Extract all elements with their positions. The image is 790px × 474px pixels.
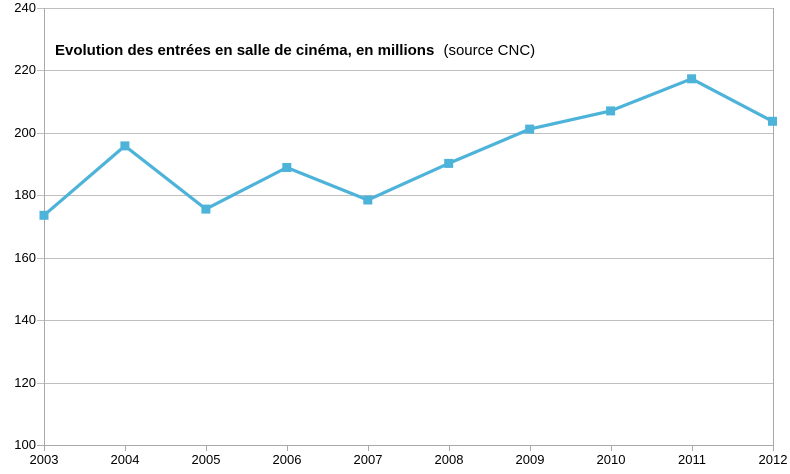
x-axis-tick-2004 — [125, 445, 126, 451]
gridline-y-120 — [37, 383, 773, 384]
x-axis-tick-2009 — [530, 445, 531, 451]
data-point-marker-2006 — [282, 163, 292, 172]
y-axis-label-120: 120 — [14, 375, 36, 390]
y-axis-label-160: 160 — [14, 250, 36, 265]
x-axis-label-2010: 2010 — [596, 452, 626, 467]
data-point-marker-2010 — [606, 106, 616, 116]
y-axis-label-100: 100 — [14, 437, 36, 452]
y-axis-label-180: 180 — [14, 187, 36, 202]
x-axis-label-2011: 2011 — [678, 452, 706, 467]
chart-title: Evolution des entrées en salle de cinéma… — [55, 42, 535, 59]
x-axis-label-2003: 2003 — [29, 452, 59, 467]
chart-title-main: Evolution des entrées en salle de cinéma… — [55, 42, 435, 59]
y-axis-label-240: 240 — [14, 0, 36, 15]
chart-title-source: (source CNC) — [443, 42, 536, 59]
x-axis-label-2004: 2004 — [110, 452, 140, 467]
x-axis-tick-2010 — [611, 445, 612, 451]
y-axis-label-200: 200 — [14, 125, 36, 140]
gridline-y-220 — [37, 70, 773, 71]
x-axis-tick-2007 — [368, 445, 369, 451]
x-axis-label-2008: 2008 — [434, 452, 464, 467]
x-axis-tick-2008 — [449, 445, 450, 451]
gridline-y-160 — [37, 258, 773, 259]
gridline-y-100 — [37, 445, 773, 446]
gridline-y-180 — [37, 195, 773, 196]
data-point-marker-2005 — [201, 204, 211, 214]
y-axis-line — [44, 7, 45, 451]
y-axis-label-220: 220 — [14, 62, 36, 77]
x-axis-label-2007: 2007 — [353, 452, 383, 467]
gridline-y-200 — [37, 133, 773, 134]
y-axis-label-140: 140 — [14, 312, 36, 327]
plot-right-border — [773, 7, 774, 451]
x-axis-tick-2006 — [287, 445, 288, 451]
data-point-marker-2008 — [444, 158, 454, 168]
data-point-marker-2007 — [363, 195, 373, 205]
data-point-marker-2011 — [687, 74, 697, 84]
x-axis-label-2009: 2009 — [515, 452, 545, 467]
gridline-y-240 — [37, 8, 773, 9]
x-axis-label-2012: 2012 — [758, 452, 788, 467]
x-axis-tick-2011 — [692, 445, 693, 451]
x-axis-label-2005: 2005 — [191, 452, 221, 467]
x-axis-label-2006: 2006 — [272, 452, 302, 467]
data-point-marker-2004 — [120, 141, 130, 151]
gridline-y-140 — [37, 320, 773, 321]
x-axis-tick-2005 — [206, 445, 207, 451]
